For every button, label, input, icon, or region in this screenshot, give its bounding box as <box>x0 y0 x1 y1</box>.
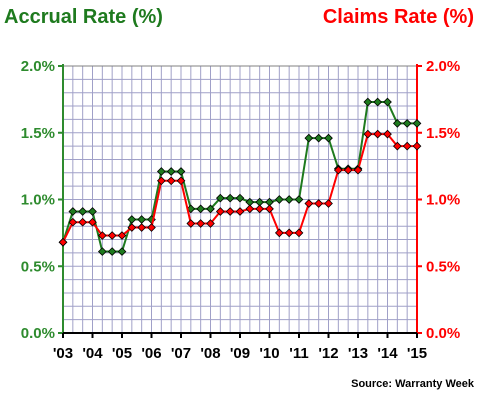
data-point-accrual <box>117 247 127 256</box>
data-point-claims <box>58 237 68 247</box>
data-point-accrual <box>78 207 88 216</box>
x-tick-label: '04 <box>82 345 103 362</box>
data-point-accrual <box>412 119 422 128</box>
x-tick-label: '08 <box>200 345 220 362</box>
data-point-accrual <box>363 97 373 107</box>
data-point-claims <box>402 141 412 151</box>
data-point-claims <box>245 204 255 214</box>
data-point-accrual <box>215 193 225 203</box>
data-point-claims <box>274 228 284 238</box>
data-point-claims <box>196 219 206 228</box>
data-point-claims <box>363 129 373 139</box>
data-point-claims <box>284 228 294 238</box>
x-tick-label: '06 <box>141 345 161 362</box>
data-point-accrual <box>166 167 176 176</box>
data-point-claims <box>373 129 383 139</box>
data-point-accrual <box>383 97 392 107</box>
x-tick-label: '11 <box>289 345 308 362</box>
data-point-claims <box>176 176 186 186</box>
x-tick-label: '07 <box>171 345 191 362</box>
data-point-claims <box>294 228 304 238</box>
data-point-accrual <box>314 133 324 143</box>
data-point-accrual <box>206 204 215 214</box>
x-tick-label: '10 <box>259 345 279 362</box>
data-point-claims <box>137 223 147 232</box>
data-point-accrual <box>235 193 245 203</box>
data-point-claims <box>186 219 196 228</box>
data-point-claims <box>147 223 156 232</box>
data-point-accrual <box>196 204 206 214</box>
x-tick-label: '09 <box>230 345 250 362</box>
data-point-accrual <box>97 247 107 256</box>
x-tick-label: '15 <box>407 345 427 362</box>
x-tick-label: '12 <box>318 345 338 362</box>
data-point-claims <box>215 207 225 216</box>
left-y-tick-label: 0.5% <box>21 258 55 275</box>
data-point-accrual <box>186 204 196 214</box>
data-point-claims <box>225 207 235 216</box>
data-point-claims <box>78 217 88 227</box>
data-point-claims <box>383 129 392 139</box>
data-point-claims <box>343 165 353 175</box>
data-point-claims <box>304 199 314 208</box>
data-point-accrual <box>294 195 304 204</box>
data-point-claims <box>156 176 166 186</box>
data-point-claims <box>324 199 333 208</box>
data-point-claims <box>392 141 402 151</box>
source-note: Source: Warranty Week <box>351 378 474 390</box>
data-point-accrual <box>88 207 97 216</box>
data-point-accrual <box>68 207 78 216</box>
data-point-claims <box>88 217 97 227</box>
data-point-claims <box>206 219 215 228</box>
data-point-claims <box>333 165 343 175</box>
right-y-tick-label: 2.0% <box>426 58 460 75</box>
data-point-claims <box>265 204 274 214</box>
data-point-claims <box>117 231 127 240</box>
data-point-accrual <box>176 167 186 176</box>
data-point-claims <box>127 223 137 232</box>
x-tick-label: '03 <box>53 345 73 362</box>
data-point-accrual <box>156 167 166 176</box>
data-point-claims <box>97 231 107 240</box>
data-point-claims <box>166 176 176 186</box>
data-point-claims <box>255 204 265 214</box>
data-point-claims <box>235 207 245 216</box>
left-y-tick-label: 0.0% <box>21 325 55 342</box>
data-point-claims <box>314 199 324 208</box>
x-tick-label: '14 <box>377 345 398 362</box>
left-axis-title: Accrual Rate (%) <box>4 6 163 28</box>
right-y-tick-label: 0.5% <box>426 258 460 275</box>
data-point-claims <box>412 141 422 151</box>
left-y-tick-label: 1.5% <box>21 125 55 142</box>
data-point-accrual <box>284 195 294 204</box>
x-tick-label: '05 <box>112 345 132 362</box>
right-axis-title: Claims Rate (%) <box>322 6 474 28</box>
data-point-accrual <box>324 133 333 143</box>
data-point-claims <box>107 231 117 240</box>
right-y-tick-label: 0.0% <box>426 325 460 342</box>
data-point-accrual <box>274 195 284 204</box>
x-tick-label: '13 <box>348 345 368 362</box>
data-point-accrual <box>107 247 117 256</box>
data-point-accrual <box>304 133 314 143</box>
data-point-claims <box>353 165 363 175</box>
data-point-accrual <box>392 119 402 128</box>
data-point-accrual <box>225 193 235 203</box>
left-y-tick-label: 2.0% <box>21 58 55 75</box>
data-point-claims <box>68 217 78 227</box>
data-point-accrual <box>402 119 412 128</box>
left-y-tick-label: 1.0% <box>21 192 55 209</box>
right-y-tick-label: 1.0% <box>426 192 460 209</box>
right-y-tick-label: 1.5% <box>426 125 460 142</box>
data-point-accrual <box>373 97 383 107</box>
